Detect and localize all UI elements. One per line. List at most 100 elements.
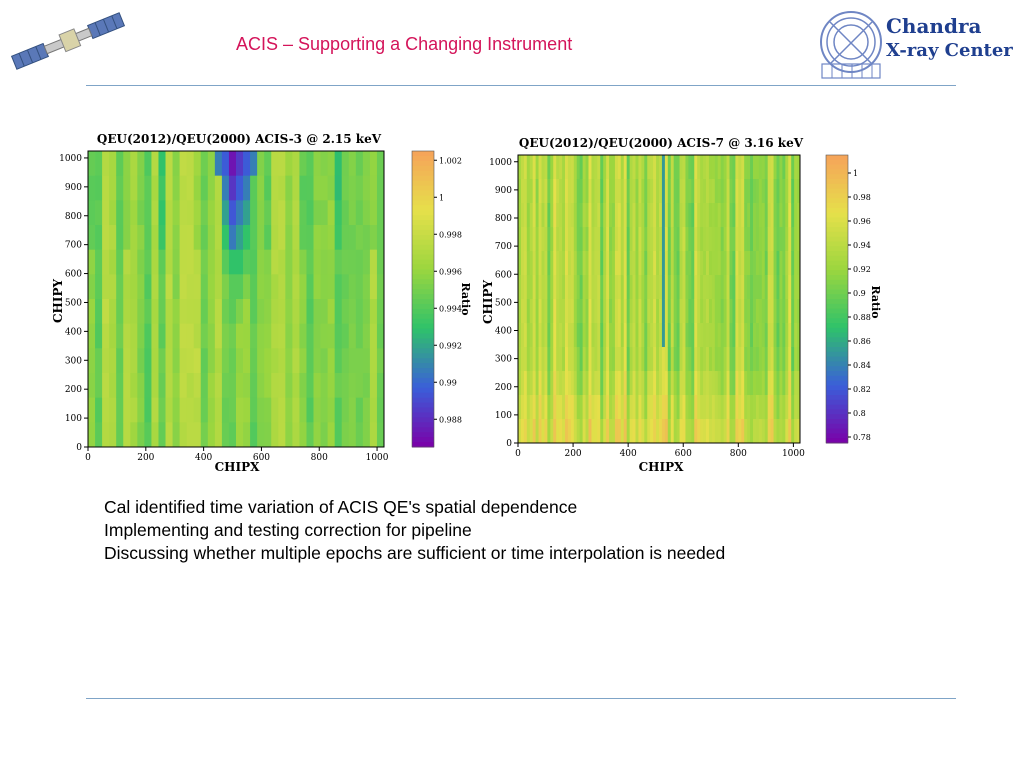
heatmap-cell bbox=[334, 348, 343, 374]
heatmap-cell bbox=[797, 371, 801, 396]
heatmap-cell bbox=[158, 200, 166, 226]
heatmap-cell bbox=[758, 179, 763, 204]
heatmap-cell bbox=[264, 422, 272, 448]
heatmap-cell bbox=[109, 151, 117, 177]
heatmap-cell bbox=[653, 203, 657, 228]
heatmap-cell bbox=[797, 203, 801, 228]
heatmap-cell bbox=[228, 175, 237, 201]
heatmap-cell bbox=[550, 179, 554, 204]
colorbar-segment bbox=[826, 385, 848, 391]
heatmap-cell bbox=[137, 422, 145, 448]
heatmap-cell bbox=[758, 371, 763, 396]
heatmap-cell bbox=[750, 323, 754, 348]
heatmap-cell bbox=[688, 251, 692, 276]
heatmap-cell bbox=[306, 225, 314, 251]
heatmap-cell bbox=[313, 249, 321, 275]
heatmap-cell bbox=[711, 299, 716, 324]
heatmap-cell bbox=[738, 203, 742, 228]
heatmap-cell bbox=[95, 397, 103, 423]
colorbar-tick-label: 0.9 bbox=[853, 289, 866, 298]
heatmap-cell bbox=[626, 203, 631, 228]
heatmap-cell bbox=[576, 275, 581, 300]
heatmap-cell bbox=[614, 155, 619, 180]
heatmap-cell bbox=[102, 373, 110, 399]
heatmap-cell bbox=[585, 323, 589, 348]
heatmap-cell bbox=[556, 419, 560, 444]
heatmap-cell bbox=[299, 422, 307, 448]
heatmap-cell bbox=[520, 347, 525, 372]
heatmap-cell bbox=[313, 373, 321, 399]
colorbar-segment bbox=[826, 361, 848, 367]
colorbar-segment bbox=[412, 328, 434, 335]
heatmap-cell bbox=[376, 323, 385, 349]
heatmap-cell bbox=[750, 227, 754, 252]
y-tick-label: 100 bbox=[495, 411, 512, 421]
colorbar-label: Ratio bbox=[459, 282, 472, 315]
y-tick-label: 200 bbox=[65, 385, 82, 395]
heatmap-cell bbox=[788, 155, 792, 180]
heatmap-cell bbox=[782, 371, 786, 396]
heatmap-cell bbox=[785, 323, 789, 348]
heatmap-cell bbox=[764, 155, 769, 180]
heatmap-cell bbox=[257, 299, 265, 325]
colorbar-segment bbox=[412, 259, 434, 265]
colorbar-segment bbox=[412, 190, 434, 196]
heatmap-cell bbox=[597, 419, 601, 444]
heatmap-cell bbox=[109, 397, 117, 423]
y-tick-label: 600 bbox=[65, 270, 82, 280]
heatmap-cell bbox=[676, 371, 680, 396]
heatmap-cell bbox=[565, 371, 569, 396]
heatmap-cell bbox=[523, 251, 528, 276]
heatmap-cell bbox=[711, 347, 716, 372]
heatmap-cell bbox=[144, 200, 152, 226]
heatmap-cell bbox=[544, 251, 548, 276]
heatmap-cell bbox=[673, 251, 678, 276]
heatmap-cell bbox=[785, 419, 789, 444]
heatmap-cell bbox=[794, 419, 798, 444]
heatmap-cell bbox=[755, 251, 760, 276]
heatmap-cell bbox=[588, 395, 592, 420]
heatmap-cell bbox=[299, 151, 307, 177]
heatmap-cell bbox=[767, 227, 772, 252]
heatmap-cell bbox=[271, 299, 279, 325]
colorbar-segment bbox=[412, 279, 434, 285]
colorbar-segment bbox=[412, 210, 434, 216]
heatmap-cell bbox=[299, 200, 307, 226]
heatmap-cell bbox=[676, 275, 680, 300]
colorbar-segment bbox=[412, 229, 434, 236]
plot-area bbox=[518, 155, 801, 444]
heatmap-cell bbox=[711, 395, 716, 420]
heatmap-cell bbox=[700, 275, 704, 300]
heatmap-cell bbox=[770, 251, 774, 276]
heatmap-cell bbox=[711, 155, 716, 180]
heatmap-cell bbox=[726, 323, 730, 348]
heatmap-cell bbox=[741, 323, 745, 348]
heatmap-cell bbox=[664, 227, 669, 252]
heatmap-cell bbox=[565, 299, 569, 324]
heatmap-cell bbox=[612, 179, 616, 204]
heatmap-cell bbox=[650, 155, 654, 180]
heatmap-cell bbox=[703, 179, 707, 204]
heatmap-cell bbox=[720, 251, 725, 276]
heatmap-cell bbox=[673, 395, 678, 420]
heatmap-cell bbox=[688, 299, 692, 324]
heatmap-cell bbox=[691, 179, 695, 204]
heatmap-cell bbox=[632, 155, 636, 180]
heatmap-cell bbox=[327, 175, 336, 201]
heatmap-cell bbox=[518, 395, 522, 420]
heatmap-cell bbox=[130, 373, 138, 399]
heatmap-cell bbox=[271, 397, 279, 423]
heatmap-cell bbox=[682, 395, 686, 420]
heatmap-cell bbox=[735, 419, 739, 444]
heatmap-cell bbox=[186, 323, 195, 349]
heatmap-cell bbox=[559, 299, 563, 324]
heatmap-cell bbox=[193, 200, 202, 226]
heatmap-cell bbox=[588, 155, 592, 180]
heatmap-cell bbox=[603, 395, 607, 420]
heatmap-cell bbox=[691, 275, 695, 300]
heatmap-cell bbox=[758, 203, 763, 228]
colorbar-segment bbox=[826, 231, 848, 238]
heatmap-cell bbox=[717, 227, 722, 252]
heatmap-cell bbox=[614, 251, 619, 276]
heatmap-cell bbox=[650, 179, 654, 204]
